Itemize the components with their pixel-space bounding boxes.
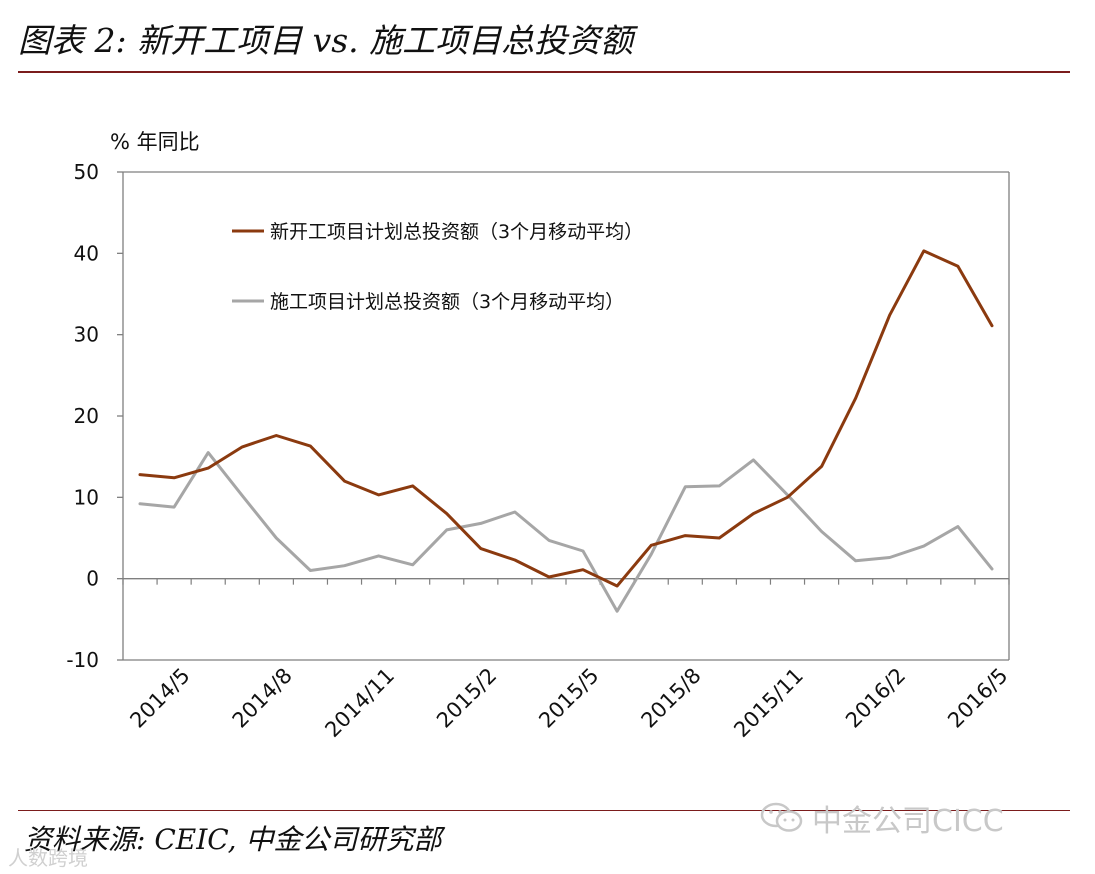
y-tick-label: 30 xyxy=(74,323,99,347)
y-tick-label: 40 xyxy=(74,241,99,265)
x-tick-label: 2014/8 xyxy=(228,663,297,732)
chart-series-layer xyxy=(138,249,994,613)
chart-axes: -10 0 10 20 30 40 50 2014/5 2014/8 2014/11 2015/2 2… xyxy=(66,160,1012,742)
x-tick-label: 2014/11 xyxy=(320,663,399,742)
x-tick-label: 2015/2 xyxy=(432,663,501,732)
series-line-2 xyxy=(138,451,994,613)
source-divider xyxy=(18,810,1070,811)
y-tick-label: 50 xyxy=(74,160,99,184)
title-divider xyxy=(18,71,1070,73)
chart-legend: 新开工项目计划总投资额（3个月移动平均） 施工项目计划总投资额（3个月移动平均） xyxy=(232,221,643,313)
x-tick-label: 2015/11 xyxy=(729,663,808,742)
x-tick-label: 2016/2 xyxy=(841,663,910,732)
x-tick-label: 2015/8 xyxy=(637,663,706,732)
figure-title: 图表 2: 新开工项目 vs. 施工项目总投资额 xyxy=(18,21,634,60)
y-tick-label: -10 xyxy=(66,648,99,672)
watermark-secondary: 人数跨境 xyxy=(8,846,88,870)
series-line-1 xyxy=(138,249,994,588)
watermark-text: 中金公司CICC xyxy=(812,804,1004,839)
legend-label-1: 新开工项目计划总投资额（3个月移动平均） xyxy=(270,221,643,243)
y-axis-label: % 年同比 xyxy=(110,130,200,154)
watermark: 中金公司CICC xyxy=(760,796,1004,840)
source-note: 资料来源: CEIC, 中金公司研究部 xyxy=(24,823,442,856)
y-tick-label: 20 xyxy=(74,404,99,428)
x-tick-label: 2014/5 xyxy=(125,663,194,732)
y-tick-label: 0 xyxy=(86,567,99,591)
y-tick-label: 10 xyxy=(74,485,99,509)
x-tick-label: 2016/5 xyxy=(943,663,1012,732)
wechat-icon xyxy=(760,801,804,835)
legend-label-2: 施工项目计划总投资额（3个月移动平均） xyxy=(270,291,624,313)
x-tick-label: 2015/5 xyxy=(534,663,603,732)
